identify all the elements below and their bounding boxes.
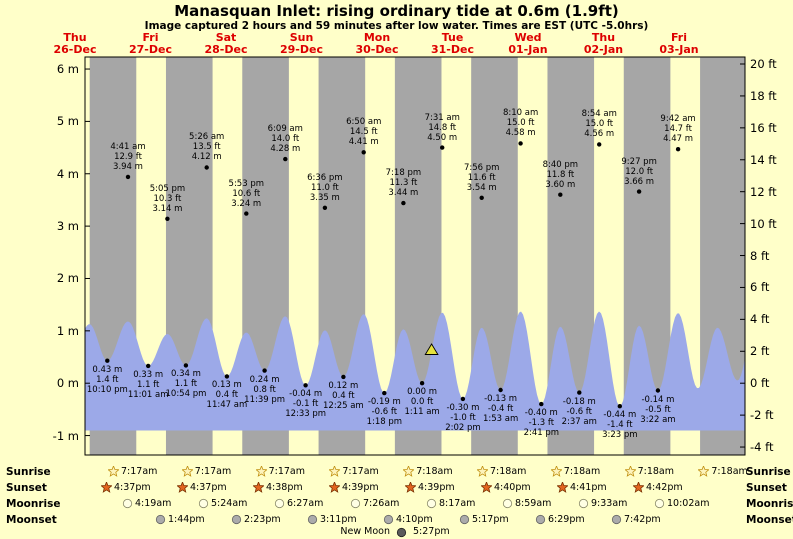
tide-extreme-dot	[539, 401, 544, 407]
tide-extreme-dot	[636, 189, 642, 194]
tide-extreme-dot	[361, 150, 366, 155]
tide-extreme-dot	[105, 358, 110, 363]
tide-extreme-dot	[460, 396, 466, 402]
tide-extreme-dot	[341, 374, 346, 380]
tide-extreme-dot	[479, 195, 484, 200]
tide-extreme-dot	[617, 404, 622, 409]
page-subtitle: Image captured 2 hours and 59 minutes af…	[144, 20, 649, 32]
tide-extreme-dot	[204, 165, 209, 170]
tide-extreme-dot	[262, 368, 267, 373]
tide-extreme-dot	[558, 192, 563, 197]
tide-extreme-dot	[498, 387, 503, 393]
tide-extreme-dot	[183, 363, 189, 368]
tide-extreme-dot	[322, 205, 328, 210]
tide-extreme-dot	[244, 211, 249, 216]
tide-extreme-dot	[419, 381, 425, 386]
current-time-marker	[424, 343, 439, 355]
tide-extreme-dot	[283, 156, 288, 162]
tide-extreme-dot	[518, 141, 523, 146]
tide-extreme-dot	[675, 147, 681, 152]
tide-extreme-dot	[165, 216, 170, 221]
tide-curve-area	[85, 311, 745, 431]
tide-extreme-dot	[440, 145, 445, 150]
tide-extreme-dot	[655, 388, 661, 393]
tide-extreme-dot	[224, 374, 230, 379]
page-title: Manasquan Inlet: rising ordinary tide at…	[174, 2, 619, 20]
tide-extreme-dot	[146, 363, 151, 369]
tide-extreme-dot	[125, 174, 131, 180]
tide-extreme-dot	[401, 200, 406, 206]
tide-extreme-dot	[597, 142, 602, 147]
tide-extreme-dot	[577, 390, 582, 395]
tide-extreme-dot	[303, 383, 308, 388]
tide-extreme-dot	[382, 390, 387, 396]
